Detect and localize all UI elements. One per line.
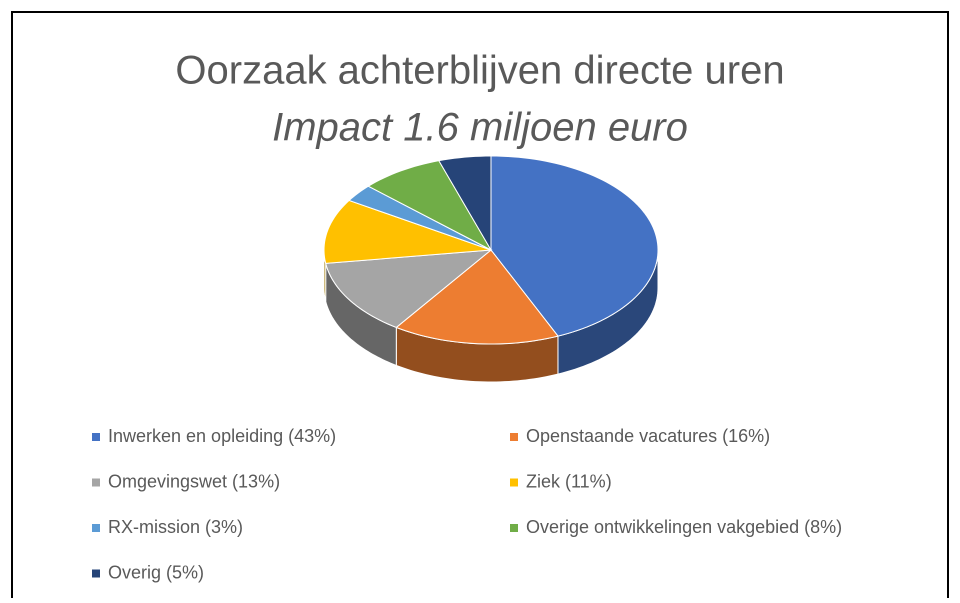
slice [490,155,659,375]
legend-label: Overige ontwikkelingen vakgebied (8%) [526,517,842,537]
legend-marker [92,433,100,441]
slice [348,185,492,251]
slice-top [490,155,659,337]
slice-top [325,249,493,329]
slice-top [438,155,492,252]
legend-marker [510,478,518,487]
legend-marker [510,433,518,441]
legend-label: Inwerken en opleiding (43%) [108,426,336,446]
slice-top [348,185,492,251]
legend-label: RX-mission (3%) [108,517,243,537]
legend-marker [92,524,100,532]
slice [323,199,492,302]
slice-top [323,199,492,264]
slice-top [395,249,559,345]
legend-marker [92,478,100,487]
slice-top [367,160,493,252]
legend-label: Openstaande vacatures (16%) [526,426,770,446]
legend-label: Omgevingswet (13%) [108,471,280,491]
legend-marker [92,569,100,578]
legend-label: Ziek (11%) [526,471,612,491]
legend-marker [510,524,518,532]
legend-label: Overig (5%) [108,562,204,582]
slice [367,160,493,252]
slice [438,155,492,252]
chart-title: Oorzaak achterblijven directe uren [175,49,784,93]
chart-subtitle: Impact 1.6 miljoen euro [272,106,688,150]
